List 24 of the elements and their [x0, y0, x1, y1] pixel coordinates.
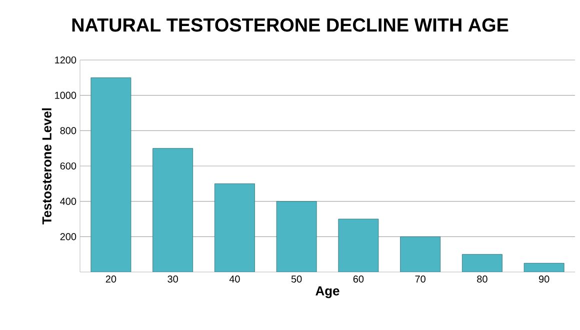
x-tick-label: 40	[229, 276, 240, 283]
x-tick-label: 60	[353, 276, 364, 283]
bar	[462, 254, 502, 272]
x-tick-label: 80	[477, 276, 488, 283]
y-tick-label: 600	[60, 162, 76, 170]
bar	[400, 236, 440, 272]
y-tick-label: 1000	[55, 92, 76, 99]
y-axis-title: Testosterone Level	[42, 108, 52, 224]
x-tick-label: 90	[538, 276, 550, 283]
bar	[90, 78, 131, 272]
bar	[152, 148, 193, 272]
x-tick-label: 30	[168, 276, 178, 283]
x-tick-label: 50	[291, 276, 302, 283]
x-axis-title: Age	[316, 286, 340, 298]
y-tick-label: 1200	[55, 56, 76, 64]
chart-title: NATURAL TESTOSTERONE DECLINE WITH AGE	[72, 18, 508, 32]
bar	[276, 201, 317, 272]
bar	[214, 184, 255, 272]
x-tick-label: 70	[415, 276, 426, 283]
x-tick-label: 20	[106, 276, 116, 283]
y-tick-label: 400	[60, 198, 76, 205]
y-tick-label: 800	[60, 127, 76, 134]
bar	[338, 219, 378, 272]
y-tick-label: 200	[60, 233, 76, 240]
